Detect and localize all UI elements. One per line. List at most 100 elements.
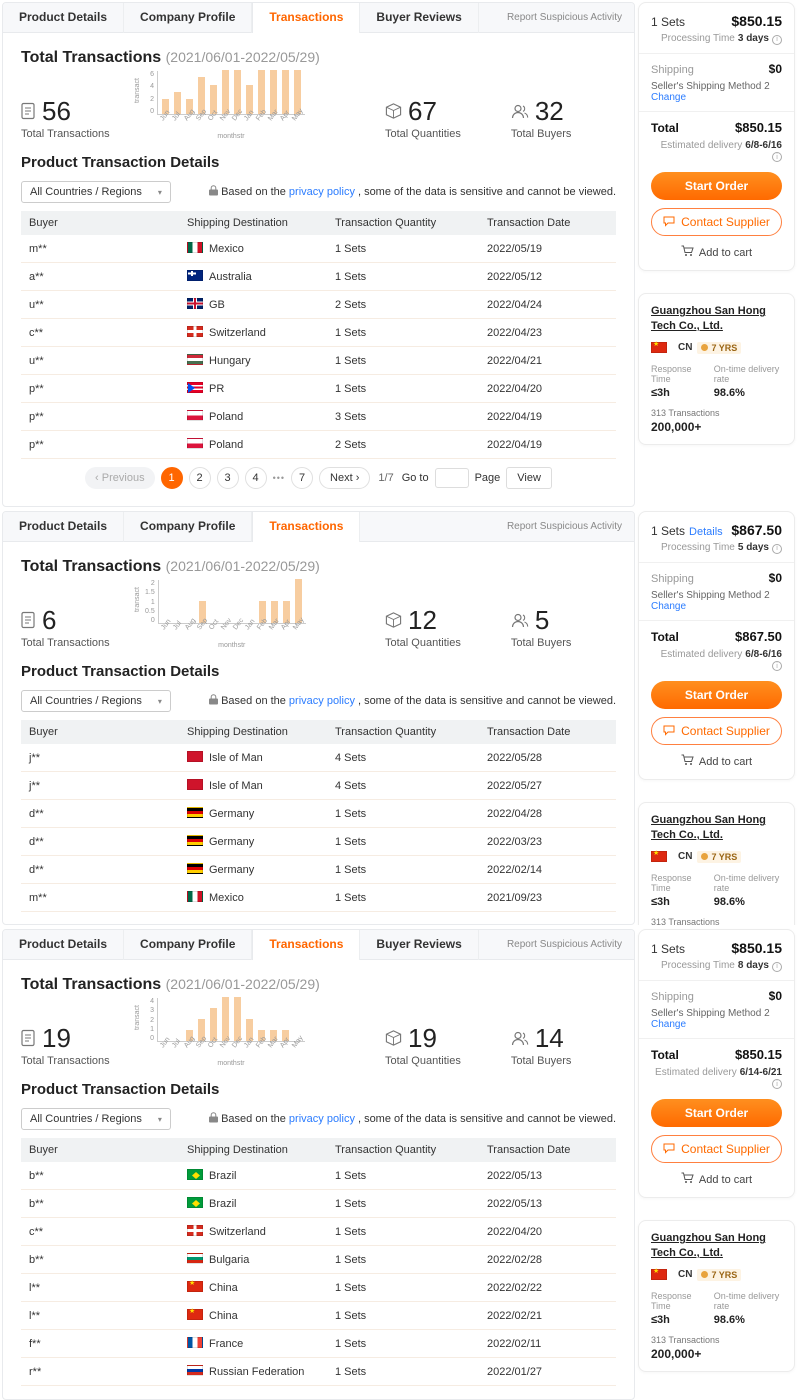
page-label: Page: [474, 472, 501, 484]
country-flag-icon: [187, 863, 203, 874]
table-row: m** Mexico 1 Sets 2022/05/19: [21, 235, 616, 263]
destination-cell: Brazil: [179, 1162, 327, 1190]
tab[interactable]: Transactions: [252, 930, 361, 960]
country-flag-icon: [187, 354, 203, 365]
tab[interactable]: Product Details: [3, 512, 125, 542]
destination-cell: PR: [179, 374, 327, 403]
table-row: f** France 1 Sets 2022/02/11: [21, 1329, 616, 1358]
country-filter-select[interactable]: All Countries / Regions ▾: [21, 690, 171, 712]
tab[interactable]: Product Details: [3, 930, 125, 960]
prev-page-button[interactable]: ‹ Previous: [85, 467, 155, 489]
privacy-policy-link[interactable]: privacy policy: [288, 186, 355, 198]
table-header-row: Buyer Shipping Destination Transaction Q…: [21, 211, 616, 235]
shipping-method: Seller's Shipping Method 2 Change: [651, 589, 770, 612]
country-flag-icon: [187, 326, 203, 337]
section-2: Product Details Company Profile Transactio…: [0, 509, 800, 925]
info-icon: [772, 1079, 782, 1089]
change-shipping-link[interactable]: Change: [651, 91, 687, 103]
quantity-cell: 2 Sets: [327, 430, 479, 459]
tab[interactable]: Company Profile: [124, 3, 253, 33]
add-to-cart-button[interactable]: Add to cart: [651, 245, 782, 260]
info-icon: [772, 152, 782, 162]
start-order-button[interactable]: Start Order: [651, 681, 782, 709]
package-icon: [385, 611, 402, 629]
start-order-button[interactable]: Start Order: [651, 172, 782, 200]
supplier-card: Guangzhou San Hong Tech Co., Ltd. CN7 YR…: [638, 1220, 795, 1372]
details-link[interactable]: Details: [689, 526, 723, 538]
tab[interactable]: Buyer Reviews: [360, 3, 479, 33]
years-badge: 7 YRS: [697, 1268, 742, 1281]
supplier-name-link[interactable]: Guangzhou San Hong Tech Co., Ltd.: [651, 305, 766, 332]
country-flag-icon: [187, 779, 203, 790]
date-cell: 2022/05/27: [479, 771, 616, 800]
supplier-stats: Response Time ≤3h On-time delivery rate 98…: [651, 1290, 780, 1326]
country-flag-icon: [187, 298, 203, 309]
cart-icon: [681, 245, 694, 260]
goto-label: Go to: [401, 472, 429, 484]
tab[interactable]: Transactions: [252, 3, 361, 33]
next-page-button[interactable]: Next ›: [319, 467, 371, 489]
quantity-cell: 1 Sets: [327, 346, 479, 375]
document-icon: [21, 611, 36, 629]
tabs: Product Details Company Profile Transactio…: [3, 3, 479, 33]
destination-cell: Brazil: [179, 1189, 327, 1218]
total-row: Total $867.50: [651, 628, 782, 644]
goto-page-input[interactable]: [434, 468, 469, 488]
date-cell: 2022/02/21: [479, 1301, 616, 1330]
date-cell: 2022/04/19: [479, 402, 616, 431]
table-row: p** Poland 2 Sets 2022/04/19: [21, 430, 616, 459]
date-cell: 2022/05/12: [479, 262, 616, 291]
tab[interactable]: Company Profile: [124, 930, 253, 960]
date-cell: 2022/01/27: [479, 1357, 616, 1386]
page-number-button[interactable]: 1: [160, 467, 183, 489]
change-shipping-link[interactable]: Change: [651, 600, 687, 612]
section-content: Total Transactions (2021/06/01-2022/05/2…: [3, 542, 634, 912]
price: $850.15: [731, 940, 782, 956]
country-filter-select[interactable]: All Countries / Regions ▾: [21, 1108, 171, 1130]
start-order-button[interactable]: Start Order: [651, 1099, 782, 1127]
stat-total-quantities: 12 Total Quantities: [385, 605, 461, 649]
date-range: (2021/06/01-2022/05/29): [165, 976, 320, 992]
last-page-button[interactable]: 7: [291, 467, 314, 489]
table-row: b** Bulgaria 1 Sets 2022/02/28: [21, 1245, 616, 1274]
privacy-note: Based on the privacy policy, some of the…: [209, 185, 616, 199]
page-number-button[interactable]: 4: [244, 467, 267, 489]
tabs: Product Details Company Profile Transactio…: [3, 930, 479, 960]
privacy-policy-link[interactable]: privacy policy: [288, 695, 355, 707]
report-suspicious-link[interactable]: Report Suspicious Activity: [506, 521, 622, 532]
quantity-cell: 1 Sets: [327, 1245, 479, 1274]
tab[interactable]: Product Details: [3, 3, 125, 33]
change-shipping-link[interactable]: Change: [651, 1018, 687, 1030]
contact-supplier-button[interactable]: Contact Supplier: [651, 208, 782, 236]
quantity-cell: 1 Sets: [327, 1162, 479, 1190]
buyers-icon: [511, 612, 529, 629]
tab[interactable]: Buyer Reviews: [360, 930, 479, 960]
lock-icon: [209, 1112, 219, 1126]
page-number-button[interactable]: 3: [216, 467, 239, 489]
report-suspicious-link[interactable]: Report Suspicious Activity: [506, 12, 622, 23]
country-filter-select[interactable]: All Countries / Regions ▾: [21, 181, 171, 203]
report-suspicious-link[interactable]: Report Suspicious Activity: [506, 939, 622, 950]
table-row: p** PR 1 Sets 2022/04/20: [21, 374, 616, 403]
contact-supplier-button[interactable]: Contact Supplier: [651, 1135, 782, 1163]
view-button[interactable]: View: [506, 467, 552, 489]
privacy-policy-link[interactable]: privacy policy: [288, 1113, 355, 1125]
shipping-row: Shipping $0: [651, 988, 782, 1003]
quantity-cell: 1 Sets: [327, 1329, 479, 1358]
add-to-cart-button[interactable]: Add to cart: [651, 1172, 782, 1187]
destination-cell: Mexico: [179, 883, 327, 912]
tab[interactable]: Transactions: [252, 512, 361, 542]
quantity-cell: 1 Sets: [327, 855, 479, 884]
contact-supplier-button[interactable]: Contact Supplier: [651, 717, 782, 745]
tab[interactable]: Company Profile: [124, 512, 253, 542]
supplier-name-link[interactable]: Guangzhou San Hong Tech Co., Ltd.: [651, 814, 766, 841]
page-number-button[interactable]: 2: [188, 467, 211, 489]
quantity-cell: 1 Sets: [327, 374, 479, 403]
supplier-name-link[interactable]: Guangzhou San Hong Tech Co., Ltd.: [651, 1232, 766, 1259]
add-to-cart-button[interactable]: Add to cart: [651, 754, 782, 769]
country-flag-icon: [187, 1197, 203, 1208]
buyer-cell: p**: [21, 430, 179, 459]
quantity-cell: 4 Sets: [327, 771, 479, 800]
section-1: Product Details Company Profile Transactio…: [0, 0, 800, 507]
